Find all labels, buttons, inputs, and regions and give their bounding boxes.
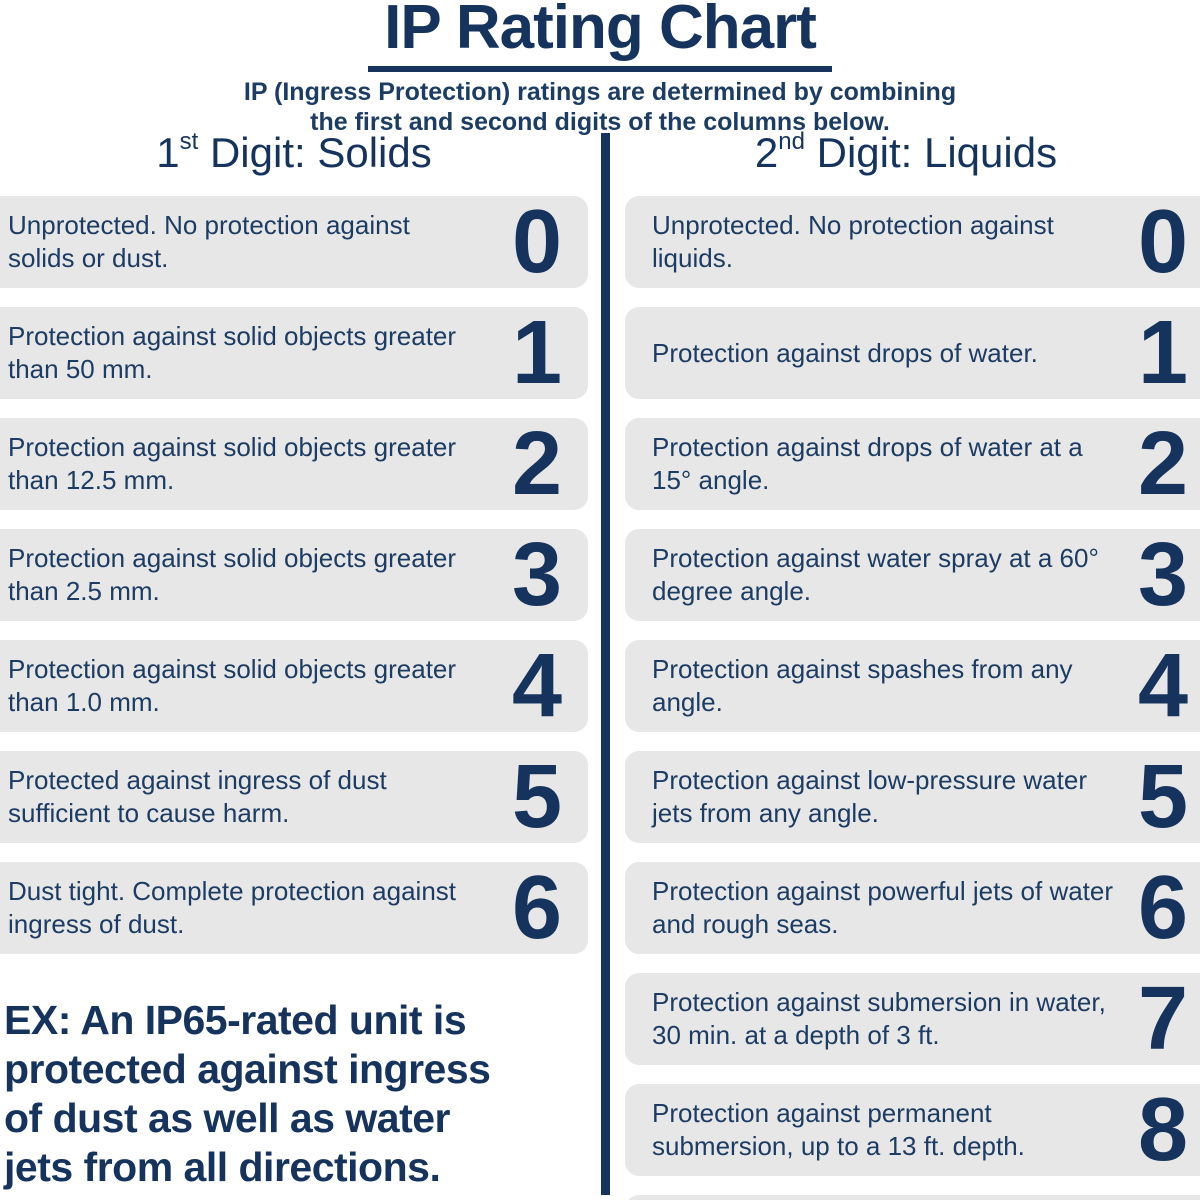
liquids-heading-ordinal: nd xyxy=(778,128,805,155)
rating-digit: 0 xyxy=(1137,192,1188,292)
rating-description: Unprotected. No protection against solid… xyxy=(8,210,410,273)
rating-digit: 5 xyxy=(1137,747,1188,847)
solids-heading-ordinal: st xyxy=(179,128,199,155)
liquids-row-0: Unprotected. No protection against liqui… xyxy=(625,196,1200,288)
rating-description: Protection against submersion in water, … xyxy=(652,987,1106,1050)
rating-digit: 3 xyxy=(511,525,562,625)
rating-description: Protection against solid objects greater… xyxy=(8,321,457,384)
rating-digit: 2 xyxy=(511,414,562,514)
rating-description: Dust tight. Complete protection against … xyxy=(8,876,457,939)
rating-description: Protection against water spray at a 60° … xyxy=(652,543,1099,606)
liquids-row-2: Protection against drops of water at a 1… xyxy=(625,418,1200,510)
solids-row-1: Protection against solid objects greater… xyxy=(0,307,588,399)
liquids-row-4: Protection against spashes from any angl… xyxy=(625,640,1200,732)
solids-row-6: Dust tight. Complete protection against … xyxy=(0,862,588,954)
liquids-row-8: Protection against permanent submersion,… xyxy=(625,1084,1200,1176)
rating-digit: 4 xyxy=(511,636,562,736)
example-line-3: of dust as well as water xyxy=(4,1095,451,1141)
subtitle: IP (Ingress Protection) ratings are dete… xyxy=(0,77,1200,137)
liquids-heading-number: 2 xyxy=(754,129,779,176)
rating-digit: 2 xyxy=(1137,414,1188,514)
rating-digit: 6 xyxy=(511,858,562,958)
rating-digit: 5 xyxy=(511,747,562,847)
liquids-row-7: Protection against submersion in water, … xyxy=(625,973,1200,1065)
rating-digit: 7 xyxy=(1137,969,1188,1069)
solids-heading-text: Digit: Solids xyxy=(198,129,432,176)
subtitle-line-2: the first and second digits of the colum… xyxy=(310,108,890,136)
rating-description: Protection against spashes from any angl… xyxy=(652,654,1073,717)
rating-description: Protection against low-pressure water je… xyxy=(652,765,1087,828)
solids-row-3: Protection against solid objects greater… xyxy=(0,529,588,621)
solids-column-heading: 1st Digit: Solids xyxy=(0,128,588,177)
solids-row-0: Unprotected. No protection against solid… xyxy=(0,196,588,288)
rating-digit: 1 xyxy=(1137,303,1188,403)
rating-description: Protection against powerful jets of wate… xyxy=(652,876,1114,939)
solids-column: Unprotected. No protection against solid… xyxy=(0,196,588,954)
rating-description: Protection against drops of water. xyxy=(652,337,1038,368)
rating-digit: 3 xyxy=(1137,525,1188,625)
rating-description: Protected against ingress of dust suffic… xyxy=(8,765,387,828)
liquids-heading-text: Digit: Liquids xyxy=(804,129,1058,176)
rating-description: Protection against solid objects greater… xyxy=(8,432,457,495)
rating-digit: 8 xyxy=(1137,1080,1188,1180)
example-text: EX: An IP65-rated unit is protected agai… xyxy=(4,996,604,1192)
rating-description: Protection against solid objects greater… xyxy=(8,654,457,717)
solids-row-2: Protection against solid objects greater… xyxy=(0,418,588,510)
rating-digit: 4 xyxy=(1137,636,1188,736)
example-line-4: jets from all directions. xyxy=(4,1144,441,1190)
liquids-row-6: Protection against powerful jets of wate… xyxy=(625,862,1200,954)
liquids-row-3: Protection against water spray at a 60° … xyxy=(625,529,1200,621)
page-title: IP Rating Chart xyxy=(368,0,832,72)
liquids-column: Unprotected. No protection against liqui… xyxy=(625,196,1200,1200)
solids-row-5: Protected against ingress of dust suffic… xyxy=(0,751,588,843)
rating-digit: 0 xyxy=(511,192,562,292)
solids-heading-number: 1 xyxy=(156,129,180,176)
rating-description: Protection against drops of water at a 1… xyxy=(652,432,1083,495)
rating-description: Protection against solid objects greater… xyxy=(8,543,457,606)
liquids-row-1: Protection against drops of water. 1 xyxy=(625,307,1200,399)
liquids-row-5: Protection against low-pressure water je… xyxy=(625,751,1200,843)
rating-description: Unprotected. No protection against liqui… xyxy=(652,210,1054,273)
liquids-column-heading: 2nd Digit: Liquids xyxy=(612,128,1200,177)
rating-digit: 1 xyxy=(511,303,562,403)
subtitle-line-1: IP (Ingress Protection) ratings are dete… xyxy=(243,78,957,106)
column-divider xyxy=(601,133,610,1195)
solids-row-4: Protection against solid objects greater… xyxy=(0,640,588,732)
rating-digit: 6 xyxy=(1137,858,1188,958)
example-line-1: EX: An IP65-rated unit is xyxy=(4,997,467,1043)
example-line-2: protected against ingress xyxy=(4,1046,491,1092)
liquids-row-partial xyxy=(625,1195,1200,1200)
rating-description: Protection against permanent submersion,… xyxy=(652,1098,1025,1161)
